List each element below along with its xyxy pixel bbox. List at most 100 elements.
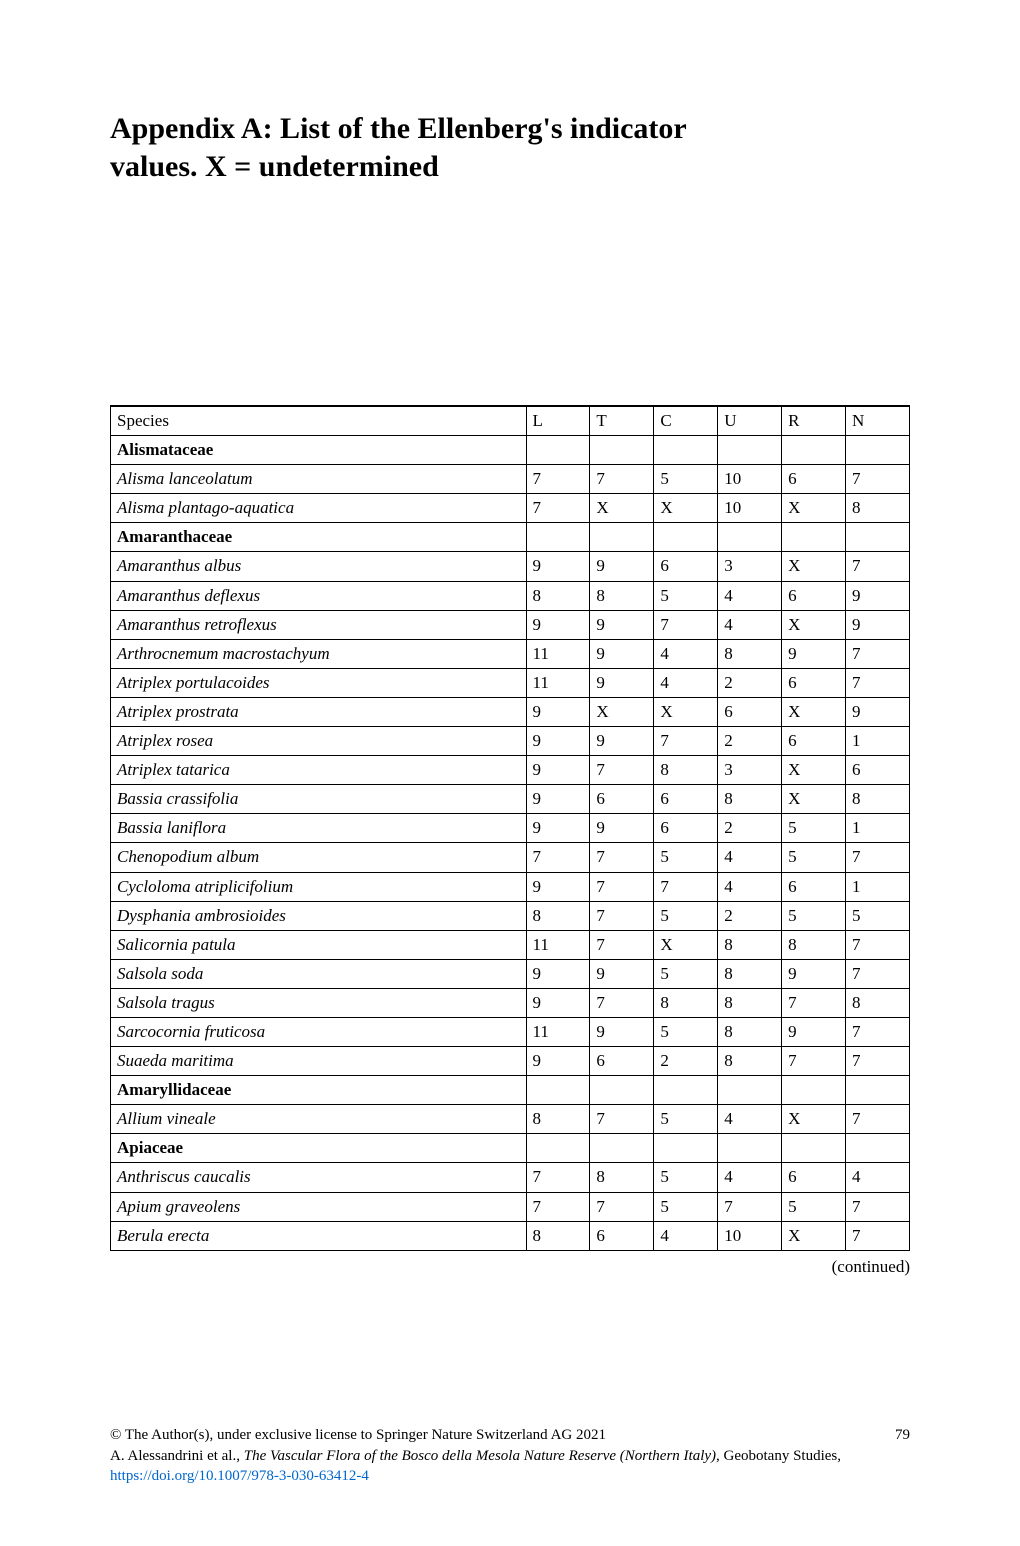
value-cell: 6 <box>654 814 718 843</box>
footer-series: , Geobotany Studies, <box>716 1448 841 1464</box>
value-cell: X <box>782 494 846 523</box>
value-cell: 5 <box>654 843 718 872</box>
table-header-cell: U <box>718 406 782 436</box>
value-cell: 9 <box>526 872 590 901</box>
value-cell: 6 <box>654 785 718 814</box>
table-header-cell: N <box>846 406 910 436</box>
value-cell: 5 <box>782 814 846 843</box>
value-cell: 7 <box>590 1192 654 1221</box>
value-cell: 5 <box>654 901 718 930</box>
species-cell: Alisma lanceolatum <box>111 465 527 494</box>
page-container: Appendix A: List of the Ellenberg's indi… <box>0 0 1020 1546</box>
value-cell: 7 <box>846 1105 910 1134</box>
value-cell: 9 <box>782 639 846 668</box>
table-row: Alisma lanceolatum7751067 <box>111 465 910 494</box>
table-row: Sarcocornia fruticosa1195897 <box>111 1017 910 1046</box>
species-cell: Atriplex portulacoides <box>111 668 527 697</box>
value-cell: 7 <box>590 756 654 785</box>
value-cell: 6 <box>782 727 846 756</box>
value-cell: 6 <box>590 1221 654 1250</box>
value-cell <box>782 523 846 552</box>
value-cell: X <box>782 1221 846 1250</box>
value-cell: 4 <box>718 1163 782 1192</box>
family-cell: Apiaceae <box>111 1134 527 1163</box>
species-cell: Amaranthus retroflexus <box>111 610 527 639</box>
table-row: Amaryllidaceae <box>111 1076 910 1105</box>
value-cell <box>654 523 718 552</box>
value-cell: 7 <box>590 1105 654 1134</box>
value-cell: 6 <box>846 756 910 785</box>
value-cell: 7 <box>846 465 910 494</box>
value-cell: 9 <box>526 785 590 814</box>
species-cell: Sarcocornia fruticosa <box>111 1017 527 1046</box>
title-line-1: Appendix A: List of the Ellenberg's indi… <box>110 112 687 145</box>
value-cell <box>718 523 782 552</box>
value-cell <box>782 436 846 465</box>
table-row: Amaranthus albus9963X7 <box>111 552 910 581</box>
value-cell: 4 <box>654 668 718 697</box>
species-cell: Amaranthus deflexus <box>111 581 527 610</box>
value-cell: 9 <box>526 552 590 581</box>
value-cell: X <box>654 494 718 523</box>
value-cell <box>782 1076 846 1105</box>
value-cell: 9 <box>526 988 590 1017</box>
table-row: Alisma plantago-aquatica7XX10X8 <box>111 494 910 523</box>
species-cell: Amaranthus albus <box>111 552 527 581</box>
value-cell: 11 <box>526 930 590 959</box>
value-cell: 7 <box>526 1163 590 1192</box>
value-cell: 9 <box>782 1017 846 1046</box>
table-header-cell: T <box>590 406 654 436</box>
value-cell: 4 <box>718 1105 782 1134</box>
value-cell: 8 <box>718 930 782 959</box>
value-cell <box>846 1076 910 1105</box>
table-row: Salicornia patula117X887 <box>111 930 910 959</box>
value-cell: 8 <box>718 959 782 988</box>
footer-authors: A. Alessandrini et al., <box>110 1448 244 1464</box>
value-cell: 7 <box>718 1192 782 1221</box>
value-cell: 4 <box>718 581 782 610</box>
table-row: Atriplex tatarica9783X6 <box>111 756 910 785</box>
species-cell: Atriplex tatarica <box>111 756 527 785</box>
value-cell: 5 <box>654 1017 718 1046</box>
table-row: Bassia crassifolia9668X8 <box>111 785 910 814</box>
value-cell: 7 <box>846 1047 910 1076</box>
value-cell: 9 <box>526 697 590 726</box>
table-row: Salsola soda995897 <box>111 959 910 988</box>
footer-doi-link[interactable]: https://doi.org/10.1007/978-3-030-63412-… <box>110 1468 369 1484</box>
table-row: Cycloloma atriplicifolium977461 <box>111 872 910 901</box>
value-cell: 11 <box>526 668 590 697</box>
value-cell: 6 <box>782 872 846 901</box>
table-row: Allium vineale8754X7 <box>111 1105 910 1134</box>
value-cell: 7 <box>590 988 654 1017</box>
family-cell: Alismataceae <box>111 436 527 465</box>
value-cell <box>782 1134 846 1163</box>
value-cell: 7 <box>590 465 654 494</box>
table-row: Arthrocnemum macrostachyum1194897 <box>111 639 910 668</box>
value-cell: 7 <box>846 1017 910 1046</box>
value-cell: 9 <box>526 814 590 843</box>
value-cell: 9 <box>526 756 590 785</box>
value-cell: 5 <box>782 843 846 872</box>
species-cell: Alisma plantago-aquatica <box>111 494 527 523</box>
value-cell: 2 <box>654 1047 718 1076</box>
value-cell: 7 <box>654 872 718 901</box>
value-cell: 3 <box>718 756 782 785</box>
species-cell: Salsola soda <box>111 959 527 988</box>
table-header-cell: L <box>526 406 590 436</box>
table-row: Bassia laniflora996251 <box>111 814 910 843</box>
value-cell: 8 <box>782 930 846 959</box>
value-cell: 4 <box>846 1163 910 1192</box>
value-cell: 8 <box>526 1221 590 1250</box>
species-cell: Berula erecta <box>111 1221 527 1250</box>
value-cell: 8 <box>718 988 782 1017</box>
value-cell <box>526 1076 590 1105</box>
value-cell: X <box>654 697 718 726</box>
table-row: Chenopodium album775457 <box>111 843 910 872</box>
table-row: Atriplex portulacoides1194267 <box>111 668 910 697</box>
table-row: Amaranthus deflexus885469 <box>111 581 910 610</box>
species-cell: Salsola tragus <box>111 988 527 1017</box>
value-cell: 2 <box>718 901 782 930</box>
value-cell: 6 <box>782 1163 846 1192</box>
species-cell: Arthrocnemum macrostachyum <box>111 639 527 668</box>
value-cell: 8 <box>654 756 718 785</box>
